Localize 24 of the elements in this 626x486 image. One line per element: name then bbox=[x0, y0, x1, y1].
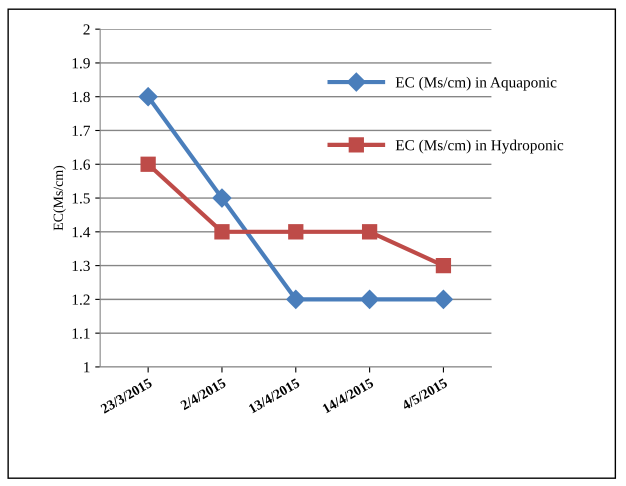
point bbox=[138, 87, 158, 106]
point bbox=[436, 258, 452, 274]
y-tick-label: 1.6 bbox=[72, 159, 90, 170]
y-axis-title: EC(Ms/cm) bbox=[53, 166, 66, 230]
y-tick-label: 1.2 bbox=[72, 294, 90, 305]
y-tick-label: 1.9 bbox=[72, 58, 90, 68]
y-tick-label: 1.5 bbox=[72, 193, 90, 204]
point bbox=[362, 224, 378, 240]
point bbox=[288, 224, 304, 240]
y-tick-label: 1.7 bbox=[72, 126, 90, 136]
point bbox=[212, 188, 232, 208]
y-tick-label: 2 bbox=[83, 24, 90, 34]
point bbox=[140, 156, 156, 172]
y-tick-label: 1 bbox=[84, 362, 90, 372]
point bbox=[286, 290, 306, 309]
point bbox=[360, 290, 380, 309]
point bbox=[214, 224, 230, 240]
legend-label: EC (Ms/cm) in Hydroponic bbox=[396, 140, 564, 154]
point bbox=[434, 290, 453, 309]
y-tick-label: 1.4 bbox=[72, 227, 90, 238]
y-tick-label: 1.3 bbox=[72, 260, 90, 272]
y-tick-label: 1.1 bbox=[72, 328, 90, 339]
legend-label: EC (Ms/cm) in Aquaponic bbox=[396, 76, 556, 91]
y-tick-label: 1.8 bbox=[72, 92, 90, 102]
